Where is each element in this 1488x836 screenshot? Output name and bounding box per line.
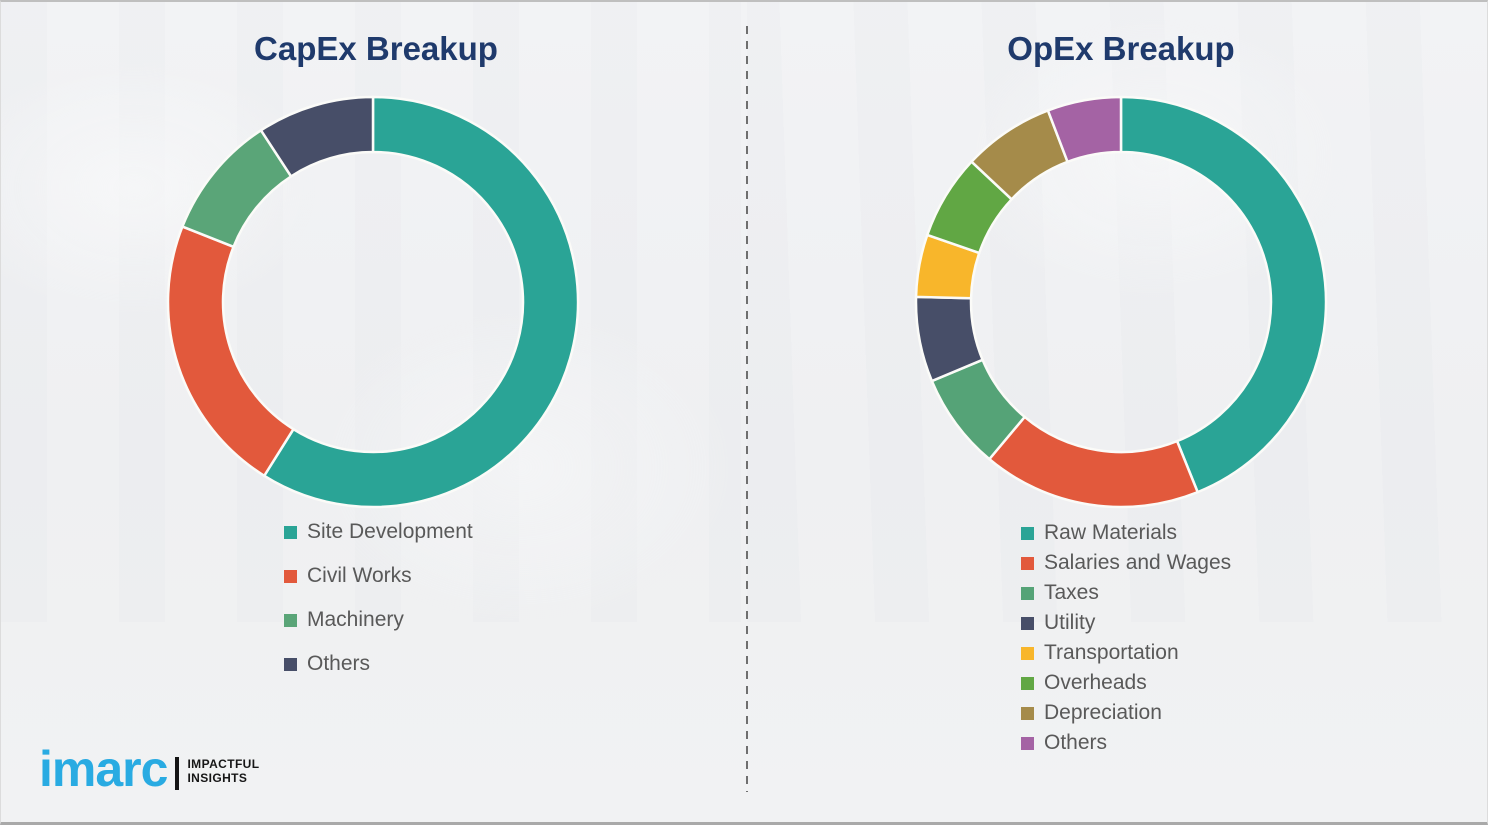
legend-swatch [284, 569, 297, 583]
legend-swatch [1021, 586, 1034, 600]
imarc-logo: imarc IMPACTFUL INSIGHTS [39, 740, 259, 798]
legend-swatch [284, 613, 297, 627]
donut-segment-others [259, 95, 375, 178]
donut-segment-salaries-and-wages [988, 415, 1199, 509]
legend-item: Raw Materials [1021, 518, 1231, 548]
legend-swatch [284, 525, 297, 539]
donut-segment-civil-works [166, 225, 295, 478]
legend-label: Others [1044, 731, 1108, 754]
legend-swatch [1021, 736, 1034, 750]
legend-swatch [1021, 706, 1034, 720]
legend-swatch [1021, 676, 1034, 690]
legend-item: Overheads [1021, 668, 1231, 698]
legend-label: Utility [1044, 611, 1096, 634]
legend-item: Transportation [1021, 638, 1231, 668]
donut-segment-others [1046, 95, 1123, 164]
capex-legend: Site Development Civil Works Machinery Othe… [284, 510, 473, 686]
legend-label: Transportation [1044, 641, 1179, 664]
legend-swatch [1021, 556, 1034, 570]
legend-label: Taxes [1044, 581, 1099, 604]
legend-swatch [284, 657, 297, 671]
logo-tagline-line1: IMPACTFUL [187, 757, 260, 771]
opex-donut-chart [914, 95, 1328, 509]
legend-item: Civil Works [284, 554, 473, 598]
donut-segment-site-development [263, 95, 580, 509]
donut-segment-raw-materials [1119, 95, 1328, 494]
capex-title: CapEx Breakup [254, 30, 498, 67]
legend-label: Civil Works [307, 564, 412, 587]
legend-item: Machinery [284, 598, 473, 642]
legend-label: Overheads [1044, 671, 1147, 694]
legend-label: Site Development [307, 520, 473, 543]
opex-legend: Raw Materials Salaries and Wages Taxes Util… [1021, 518, 1231, 758]
legend-swatch [1021, 616, 1034, 630]
logo-separator-bar [175, 757, 180, 790]
legend-label: Others [307, 652, 371, 675]
legend-label: Raw Materials [1044, 521, 1178, 544]
legend-label: Depreciation [1044, 701, 1162, 724]
legend-item: Others [1021, 728, 1231, 758]
legend-item: Site Development [284, 510, 473, 554]
legend-item: Depreciation [1021, 698, 1231, 728]
divider-dashed-line [746, 26, 748, 792]
legend-label: Salaries and Wages [1044, 551, 1232, 574]
logo-tagline-line2: INSIGHTS [187, 771, 248, 785]
legend-swatch [1021, 526, 1034, 540]
legend-label: Machinery [307, 608, 404, 631]
legend-item: Others [284, 642, 473, 686]
legend-item: Taxes [1021, 578, 1231, 608]
legend-swatch [1021, 646, 1034, 660]
logo-tagline: IMPACTFUL INSIGHTS [187, 757, 259, 785]
logo-wordmark: imarc [39, 741, 168, 797]
legend-item: Salaries and Wages [1021, 548, 1231, 578]
opex-title: OpEx Breakup [1007, 30, 1235, 67]
capex-donut-chart [166, 95, 580, 509]
legend-item: Utility [1021, 608, 1231, 638]
